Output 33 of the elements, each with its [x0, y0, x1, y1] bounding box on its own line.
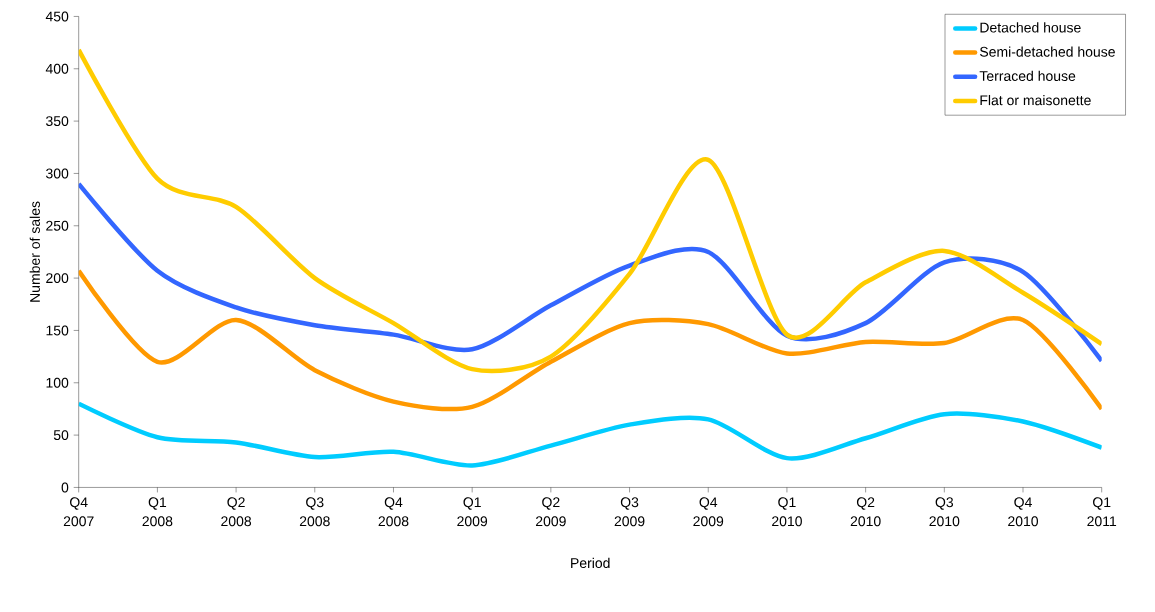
x-tick-label: Q3 2010 — [929, 497, 960, 527]
x-tick-label: Q1 2011 — [1087, 497, 1117, 527]
y-tick-label: 100 — [46, 377, 69, 388]
x-tick-label: Q3 2008 — [299, 497, 330, 527]
line-series — [78, 268, 1102, 412]
y-axis-title: Number of sales — [29, 201, 40, 302]
x-tick-label: Q2 2008 — [221, 497, 252, 527]
line-series — [78, 401, 1102, 468]
legend-label: Semi-detached house — [979, 46, 1115, 57]
y-tick-label: 0 — [61, 482, 69, 493]
y-tick-label: 400 — [45, 63, 69, 74]
y-tick-label: 150 — [46, 325, 69, 336]
x-axis-title: Period — [571, 557, 610, 569]
y-tick-label: 50 — [53, 430, 69, 441]
y-tick-label: 250 — [46, 220, 69, 231]
legend-label: Flat or maisonette — [980, 94, 1091, 106]
x-tick-label: Q2 2009 — [535, 497, 566, 527]
x-tick-label: Q4 2009 — [693, 497, 724, 527]
x-tick-label: Q1 2009 — [457, 497, 488, 527]
x-tick-label: Q1 2010 — [772, 497, 802, 527]
y-tick-label: 300 — [46, 168, 69, 179]
x-tick-label: Q2 2010 — [850, 497, 881, 527]
y-tick-label: 350 — [46, 116, 69, 127]
x-tick-label: Q4 2008 — [378, 497, 409, 527]
legend-label: Terraced house — [979, 70, 1076, 82]
y-tick-label: 200 — [46, 273, 69, 284]
line-series — [78, 181, 1102, 364]
y-tick-label: 450 — [45, 11, 69, 22]
legend-label: Detached house — [980, 22, 1081, 33]
x-tick-label: Q1 2008 — [142, 497, 173, 527]
x-tick-label: Q4 2007 — [63, 497, 94, 527]
x-tick-label: Q3 2009 — [614, 497, 645, 527]
x-tick-label: Q4 2010 — [1008, 497, 1039, 527]
